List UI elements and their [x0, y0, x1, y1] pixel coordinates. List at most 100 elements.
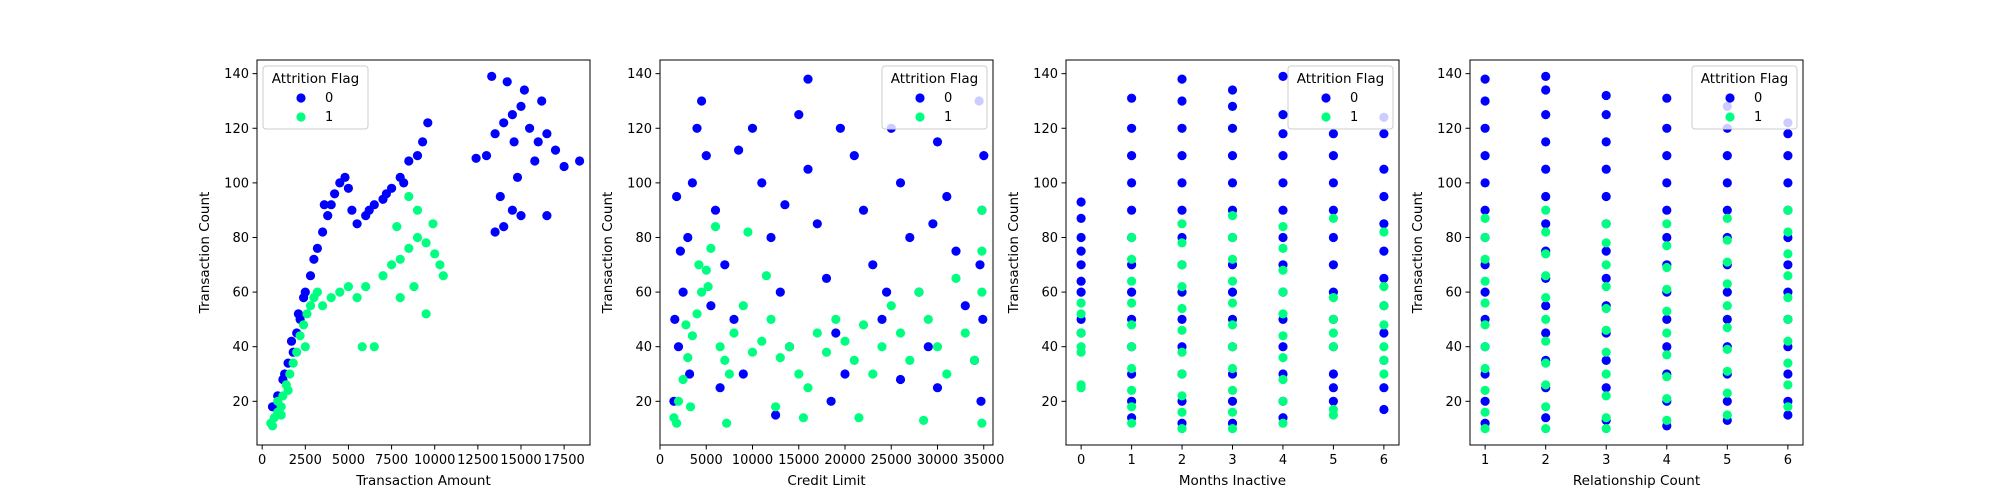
x-tick-label: 4 — [1279, 453, 1287, 468]
data-point — [1379, 227, 1389, 237]
subplot-1: 0 2500 5000 7500 10000 12500 15000 17500 20 40 60 8… — [197, 59, 591, 489]
data-point — [685, 369, 695, 379]
data-point — [412, 151, 423, 161]
data-point — [951, 246, 961, 256]
data-point — [1278, 232, 1288, 243]
y-tick-label: 140 — [1437, 67, 1462, 82]
data-point — [309, 254, 319, 264]
y-tick-label: 20 — [1041, 395, 1058, 410]
x-axis-label: Months Inactive — [1179, 473, 1286, 489]
data-point — [1662, 394, 1672, 404]
data-point — [530, 156, 540, 166]
data-point — [302, 309, 312, 319]
data-point — [960, 301, 970, 311]
data-point — [766, 232, 776, 243]
data-point — [1722, 388, 1732, 398]
data-point — [1541, 413, 1551, 423]
data-point — [395, 254, 405, 264]
data-point — [849, 355, 859, 365]
data-point — [1076, 197, 1086, 207]
data-point — [1541, 424, 1551, 434]
data-point — [1227, 101, 1238, 111]
data-point — [1177, 282, 1187, 292]
data-point — [694, 260, 704, 270]
data-point — [697, 287, 707, 297]
y-tick-label: 60 — [232, 286, 249, 301]
legend-title: Attrition Flag — [1297, 71, 1384, 87]
data-point — [1662, 262, 1672, 273]
data-point — [1127, 151, 1137, 161]
data-point — [369, 342, 379, 352]
data-point — [743, 227, 753, 237]
data-point — [340, 172, 350, 182]
data-point — [392, 222, 402, 232]
data-point — [1127, 342, 1137, 352]
data-point — [794, 110, 804, 120]
data-point — [512, 172, 523, 182]
data-point — [1601, 90, 1611, 101]
y-tick-label: 120 — [1033, 122, 1058, 137]
data-point — [1541, 314, 1551, 324]
data-point — [1328, 314, 1338, 324]
data-point — [1662, 219, 1672, 229]
x-tick-label: 30000 — [917, 453, 958, 468]
data-point — [670, 314, 680, 324]
data-point — [1783, 129, 1793, 139]
y-tick-label: 100 — [627, 176, 652, 191]
data-point — [1722, 151, 1732, 161]
data-point — [1379, 273, 1389, 283]
data-point — [1379, 342, 1389, 352]
data-point — [720, 260, 730, 270]
y-axis-label: Transaction Count — [1006, 192, 1022, 315]
y-tick-label: 120 — [224, 122, 249, 137]
data-point — [1278, 418, 1288, 428]
data-point — [826, 396, 836, 406]
legend-marker — [915, 93, 925, 103]
data-point — [849, 151, 859, 161]
data-point — [1541, 328, 1551, 338]
data-point — [1227, 363, 1238, 374]
data-point — [326, 200, 336, 210]
data-point — [378, 271, 388, 281]
legend-title: Attrition Flag — [272, 71, 359, 87]
scatter-points — [266, 71, 585, 431]
legend: Attrition Flag 0 1 — [262, 65, 369, 130]
data-point — [738, 369, 748, 379]
data-point — [1601, 355, 1611, 365]
data-point — [1278, 287, 1288, 297]
data-point — [1127, 276, 1137, 286]
data-point — [1722, 323, 1732, 333]
data-point — [1662, 306, 1672, 316]
x-tick-label: 0 — [258, 453, 266, 468]
subplot-3: 0 1 2 3 4 5 6 20 40 60 80 100 120 140 Months Inactive T… — [1006, 59, 1400, 489]
data-point — [1783, 314, 1793, 324]
data-point — [687, 331, 698, 341]
data-point — [1480, 407, 1490, 417]
data-point — [1662, 372, 1672, 382]
x-tick-label: 3 — [1602, 453, 1610, 468]
data-point — [1227, 287, 1238, 297]
data-point — [421, 238, 431, 248]
data-point — [409, 282, 419, 292]
data-point — [1601, 110, 1611, 120]
data-point — [1328, 383, 1338, 393]
data-point — [1379, 328, 1389, 338]
data-point — [1722, 410, 1732, 420]
data-point — [803, 164, 813, 174]
data-point — [1328, 232, 1338, 243]
data-point — [1783, 151, 1793, 161]
data-point — [794, 369, 804, 379]
data-point — [1480, 123, 1490, 133]
data-point — [1278, 129, 1288, 139]
data-point — [343, 183, 353, 193]
data-point — [381, 189, 391, 199]
data-point — [299, 293, 309, 303]
data-point — [1177, 424, 1187, 434]
y-tick-label: 120 — [627, 122, 652, 137]
y-tick-label: 80 — [635, 231, 652, 246]
data-point — [1328, 151, 1338, 161]
series-1 — [1076, 211, 1389, 434]
data-point — [273, 396, 283, 406]
x-tick-label: 5 — [1723, 453, 1731, 468]
data-point — [1227, 342, 1238, 352]
